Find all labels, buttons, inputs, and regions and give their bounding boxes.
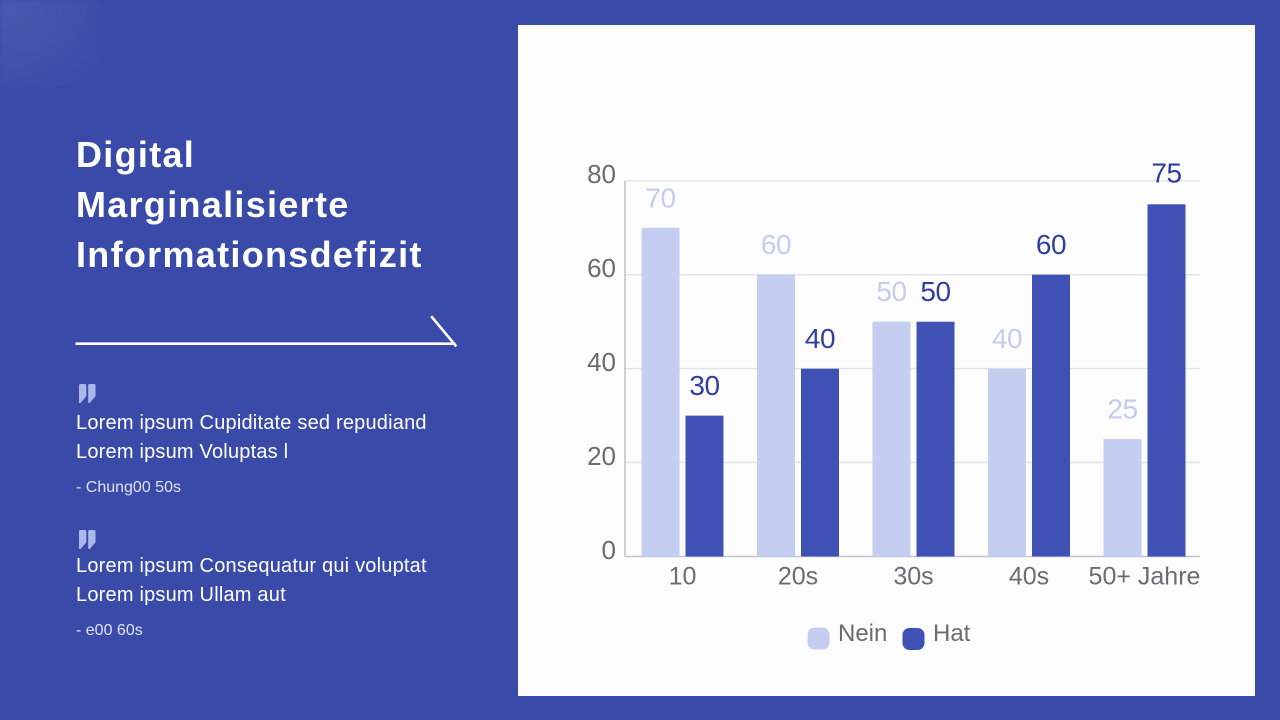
svg-text:10: 10 — [669, 562, 697, 590]
svg-text:80: 80 — [587, 159, 616, 189]
svg-text:30s: 30s — [893, 562, 933, 590]
svg-text:50: 50 — [876, 276, 906, 307]
svg-text:0: 0 — [602, 535, 616, 565]
svg-text:50+ Jahre: 50+ Jahre — [1089, 562, 1201, 590]
svg-text:Nein: Nein — [838, 620, 887, 647]
svg-text:60: 60 — [761, 229, 791, 260]
svg-text:60: 60 — [1036, 229, 1066, 260]
svg-text:50: 50 — [920, 276, 950, 307]
svg-text:40s: 40s — [1009, 562, 1049, 590]
svg-text:40: 40 — [805, 323, 835, 354]
svg-text:40: 40 — [992, 323, 1022, 354]
svg-text:75: 75 — [1151, 158, 1181, 189]
svg-text:30: 30 — [689, 370, 719, 401]
svg-text:20: 20 — [587, 441, 616, 471]
svg-text:70: 70 — [645, 182, 675, 213]
svg-text:20s: 20s — [778, 562, 818, 590]
svg-text:Hat: Hat — [933, 620, 971, 647]
svg-text:60: 60 — [587, 253, 616, 283]
svg-text:40: 40 — [587, 347, 616, 377]
svg-text:25: 25 — [1107, 394, 1137, 425]
